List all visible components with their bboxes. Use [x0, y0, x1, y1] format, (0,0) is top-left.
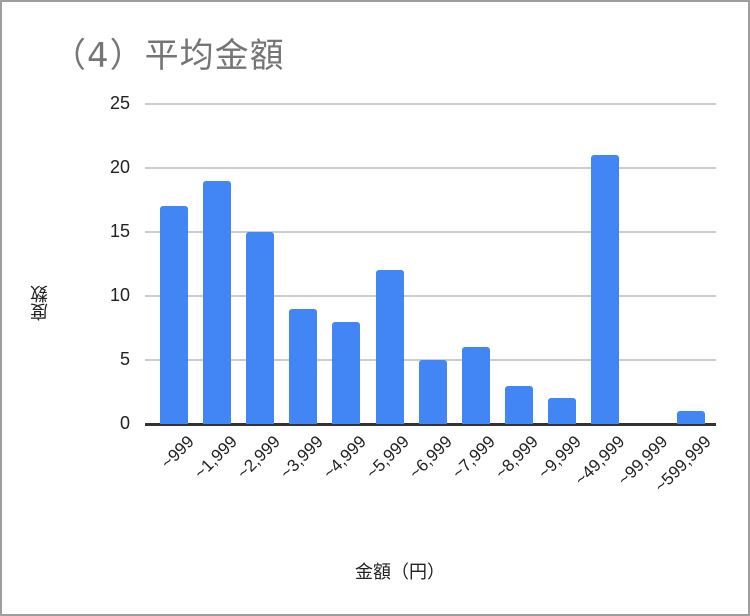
- bar: [289, 308, 318, 424]
- gridline: [145, 167, 716, 169]
- x-tick-label: ~1,999: [189, 432, 241, 483]
- y-tick-label: 0: [119, 413, 130, 433]
- y-axis-title: 度数: [30, 285, 51, 321]
- gridline: [145, 295, 716, 297]
- bar: [375, 270, 404, 424]
- chart-title: （4）平均金額: [52, 36, 285, 76]
- bar: [203, 180, 232, 424]
- bar: [418, 360, 447, 424]
- x-tick-label: ~8,999: [491, 432, 543, 483]
- bar: [246, 232, 275, 424]
- x-tick-label: ~5,999: [362, 432, 413, 483]
- x-tick-label: ~6,999: [405, 432, 457, 483]
- y-tick-label: 25: [109, 93, 130, 113]
- bar: [677, 411, 706, 424]
- x-tick-label: ~4,999: [319, 432, 370, 483]
- bar: [504, 385, 533, 424]
- x-tick-label: ~2,999: [233, 432, 284, 483]
- x-axis-line: [145, 423, 716, 426]
- x-tick-label: ~3,999: [276, 432, 327, 483]
- x-axis-title: 金額（円）: [355, 562, 445, 583]
- gridline: [145, 103, 716, 105]
- x-tick-label: ~7,999: [448, 432, 500, 483]
- bar: [160, 206, 188, 424]
- bar: [332, 321, 361, 424]
- bar: [547, 398, 576, 424]
- y-tick-label: 10: [109, 285, 130, 305]
- gridline: [145, 231, 716, 233]
- y-tick-label: 15: [109, 221, 130, 241]
- y-tick-label: 5: [119, 349, 130, 369]
- y-tick-label: 20: [109, 157, 130, 177]
- bar: [591, 155, 619, 424]
- bar: [461, 347, 490, 424]
